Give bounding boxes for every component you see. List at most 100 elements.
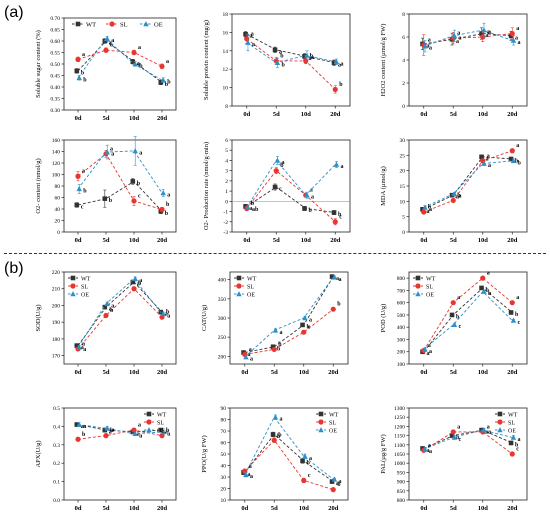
legend-label: OE bbox=[508, 429, 516, 435]
y-axis-label: APX(U/g) bbox=[35, 440, 42, 467]
significance-letter: b bbox=[277, 346, 281, 352]
y-tick-label: 70 bbox=[221, 429, 227, 435]
significance-letter: a bbox=[138, 423, 141, 429]
legend-marker bbox=[415, 275, 421, 281]
y-tick-label: 0.2 bbox=[53, 461, 60, 467]
x-tick-label: 0d bbox=[75, 115, 82, 122]
data-point bbox=[303, 58, 309, 64]
significance-letter: a bbox=[81, 345, 84, 351]
legend-marker bbox=[146, 411, 152, 417]
significance-letter: a bbox=[109, 307, 112, 313]
data-point bbox=[508, 440, 514, 446]
y-tick-label: 1300 bbox=[394, 406, 405, 412]
significance-letter: c bbox=[81, 204, 84, 210]
significance-letter: b bbox=[165, 82, 169, 88]
x-tick-label: 5d bbox=[103, 505, 110, 512]
x-tick-label: 10d bbox=[299, 369, 310, 376]
series-SL: ab aa bbox=[75, 43, 169, 69]
significance-letter: a bbox=[111, 152, 114, 158]
data-point bbox=[302, 206, 307, 211]
significance-letter: a bbox=[457, 31, 460, 37]
y-tick-label: 40 bbox=[55, 207, 61, 213]
series-line bbox=[77, 153, 163, 211]
y-tick-label: 50 bbox=[221, 452, 227, 458]
significance-letter: b bbox=[515, 312, 519, 318]
data-point bbox=[481, 27, 487, 33]
data-point bbox=[76, 185, 82, 192]
significance-letter: a bbox=[486, 33, 489, 39]
x-tick-label: 5d bbox=[450, 111, 457, 118]
y-axis-label: CAT(U/g) bbox=[201, 305, 208, 331]
x-tick-label: 0d bbox=[241, 505, 248, 512]
data-point bbox=[422, 346, 428, 352]
x-tick-label: 0d bbox=[241, 369, 248, 376]
legend-label: SL bbox=[426, 285, 433, 291]
y-axis-label: H2O2 content (µmol/g FW) bbox=[380, 24, 387, 97]
x-tick-label: 10d bbox=[478, 111, 489, 118]
significance-letter: a bbox=[515, 35, 518, 41]
significance-letter: a bbox=[248, 352, 251, 358]
y-tick-label: 350 bbox=[218, 297, 227, 303]
legend-label: OE bbox=[154, 22, 163, 29]
series-line bbox=[77, 278, 163, 348]
data-point bbox=[104, 425, 110, 431]
x-tick-label: 5d bbox=[103, 115, 110, 122]
significance-letter: b bbox=[278, 433, 282, 439]
y-tick-label: 15 bbox=[400, 184, 406, 190]
x-tick-label: 10d bbox=[129, 505, 140, 512]
legend-marker bbox=[70, 291, 76, 297]
chart-c3: 0 20 40 60 80 100 120 140 160 0d 5d 10d 20d O2- conte… bbox=[35, 136, 177, 244]
significance-letter: a bbox=[279, 330, 282, 336]
data-point bbox=[74, 202, 80, 208]
data-point bbox=[422, 446, 428, 452]
significance-letter: b bbox=[280, 53, 284, 59]
significance-letter: b bbox=[110, 308, 114, 314]
data-point bbox=[104, 149, 110, 155]
legend-marker bbox=[318, 427, 324, 433]
data-point bbox=[509, 300, 515, 306]
significance-letter: a bbox=[250, 34, 253, 40]
series-line bbox=[423, 429, 513, 449]
data-point bbox=[451, 191, 458, 197]
data-point bbox=[271, 346, 277, 353]
significance-letter: a bbox=[427, 448, 430, 454]
data-point bbox=[422, 204, 428, 210]
data-point bbox=[245, 39, 251, 45]
significance-letter: a bbox=[516, 295, 519, 301]
y-tick-label: 1050 bbox=[394, 452, 405, 458]
chart-c2: 0 2 4 6 8 0d 5d 10d 20d H2O2 content (µmol/g FW) a… bbox=[380, 12, 528, 118]
data-point bbox=[449, 433, 455, 438]
x-tick-label: 5d bbox=[103, 369, 110, 376]
y-tick-label: 16 bbox=[223, 30, 229, 36]
y-tick-label: 60 bbox=[55, 196, 61, 202]
data-point bbox=[481, 160, 487, 166]
x-tick-label: 0d bbox=[420, 111, 427, 118]
x-tick-label: 0d bbox=[420, 237, 427, 244]
data-point bbox=[270, 432, 276, 437]
y-tick-label: 30 bbox=[400, 138, 406, 144]
significance-letter: a bbox=[338, 479, 341, 485]
legend-marker bbox=[143, 21, 149, 27]
y-tick-label: 10 bbox=[223, 86, 229, 92]
data-point bbox=[75, 56, 81, 63]
legend-marker bbox=[318, 419, 324, 425]
series-line bbox=[246, 186, 336, 214]
y-axis-label: MDA (µmol/g) bbox=[380, 166, 387, 206]
x-tick-label: 10d bbox=[478, 237, 489, 244]
y-tick-label: 950 bbox=[397, 470, 406, 476]
y-tick-label: 0.30 bbox=[50, 108, 60, 114]
significance-letter: b bbox=[251, 201, 255, 207]
significance-letter: a bbox=[488, 30, 491, 36]
x-tick-label: 10d bbox=[478, 505, 489, 512]
data-point bbox=[159, 63, 165, 69]
x-tick-label: 20d bbox=[157, 505, 168, 512]
data-point bbox=[131, 198, 137, 204]
x-tick-label: 20d bbox=[157, 369, 168, 376]
data-point bbox=[103, 312, 109, 319]
x-tick-label: 5d bbox=[271, 369, 278, 376]
